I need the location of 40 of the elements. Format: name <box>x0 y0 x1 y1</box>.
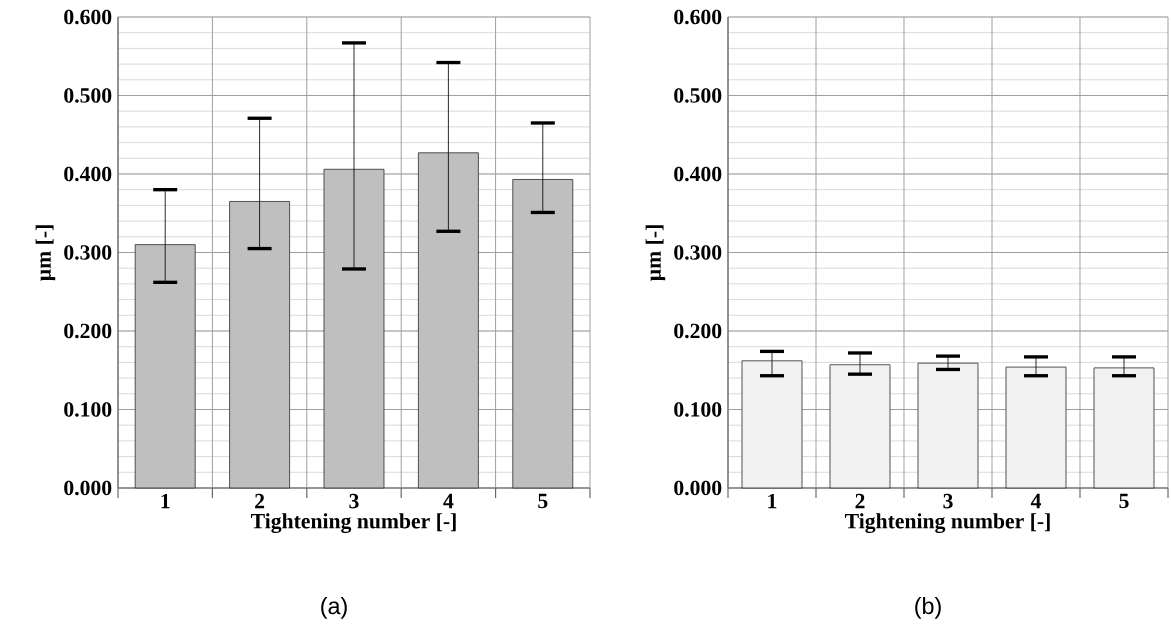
x-tick-label: 2 <box>855 493 865 509</box>
x-tick-label: 4 <box>1030 493 1042 509</box>
x-axis-title: Tightening number [-] <box>251 513 456 534</box>
y-tick-label: 0.200 <box>674 323 722 339</box>
y-tick-label: 0.400 <box>674 166 722 182</box>
y-axis-title: µm [-] <box>645 225 666 281</box>
y-tick-label: 0.400 <box>64 166 112 182</box>
y-axis-title: µm [-] <box>35 225 56 281</box>
x-axis-title: Tightening number [-] <box>845 513 1050 534</box>
bar <box>512 179 574 489</box>
bar <box>829 364 891 489</box>
y-tick-label: 0.000 <box>64 480 112 496</box>
x-tick-label: 5 <box>1119 493 1129 509</box>
y-tick-label: 0.100 <box>674 402 722 417</box>
bar <box>741 360 803 489</box>
y-tick-label: 0.100 <box>64 402 112 417</box>
x-tick-label: 2 <box>255 493 265 509</box>
y-tick-label: 0.600 <box>674 9 722 25</box>
bar <box>417 152 479 489</box>
bar <box>1005 366 1067 489</box>
y-tick-label: 0.500 <box>674 88 722 103</box>
x-tick-label: 5 <box>538 493 548 509</box>
y-tick-label: 0.000 <box>674 480 722 496</box>
bar <box>917 362 979 489</box>
x-tick-label: 4 <box>443 493 454 509</box>
x-tick-label: 1 <box>768 493 777 509</box>
bar <box>134 244 196 489</box>
y-tick-label: 0.200 <box>64 323 112 339</box>
text: (a) <box>321 597 347 619</box>
bar <box>323 168 385 489</box>
x-tick-label: 3 <box>943 493 953 509</box>
y-tick-label: 0.500 <box>64 88 112 103</box>
y-tick-label: 0.300 <box>674 245 722 260</box>
x-tick-label: 3 <box>349 493 359 509</box>
y-tick-label: 0.600 <box>64 9 112 25</box>
x-tick-label: 1 <box>161 493 170 509</box>
y-tick-label: 0.300 <box>64 245 112 260</box>
text: (b) <box>915 597 941 619</box>
bar <box>229 201 291 489</box>
bar <box>1093 367 1155 489</box>
